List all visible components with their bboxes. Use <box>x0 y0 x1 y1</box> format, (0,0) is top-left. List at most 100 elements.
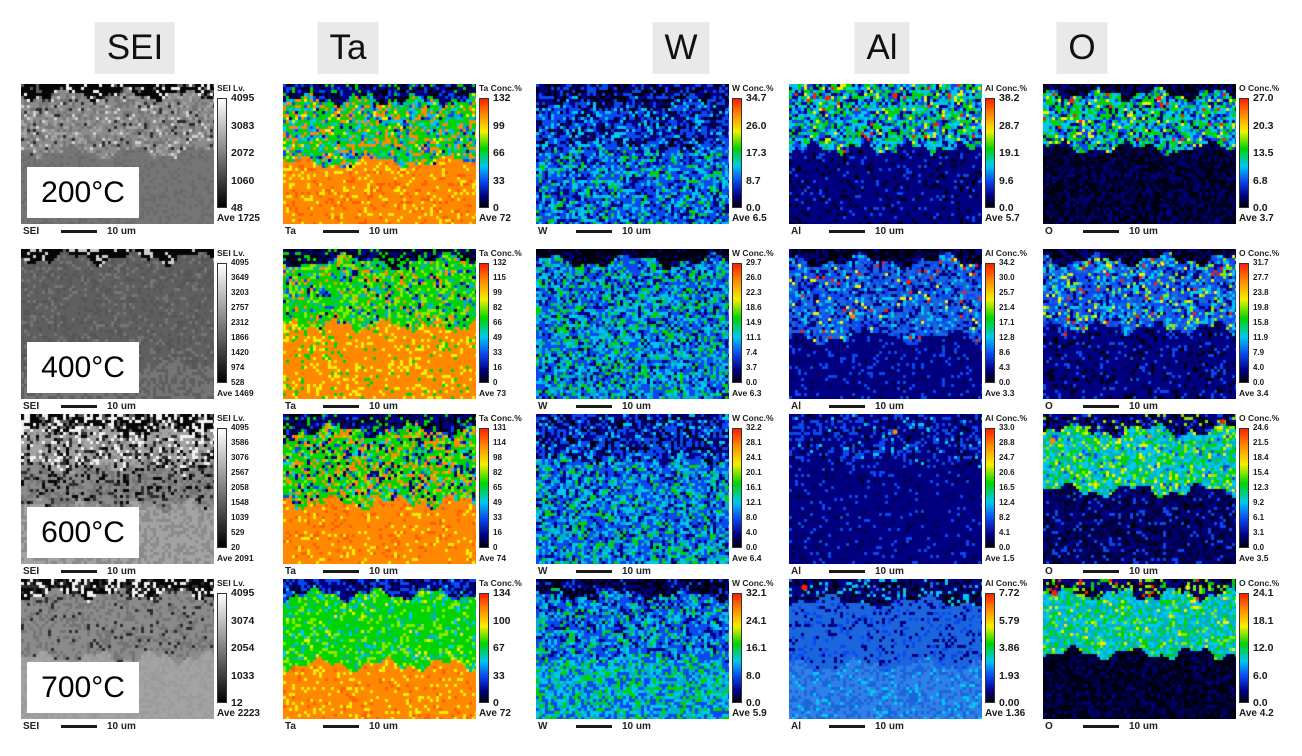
colorbar-average: Ave 3.4 <box>1239 388 1269 398</box>
scalebar-line <box>1083 570 1119 573</box>
colorbar-tick: 17.1 <box>999 318 1015 327</box>
colorbar-tick: 20.3 <box>1253 119 1274 132</box>
colorbar-tick: 48 <box>231 201 243 214</box>
colorbar-tick: 974 <box>231 363 245 372</box>
temperature-label-row2: 400°C <box>27 342 139 393</box>
scalebar-line <box>323 570 359 573</box>
colorbar-sei-row3 <box>217 428 227 548</box>
colorbar-tick: 0.0 <box>1253 201 1268 214</box>
temperature-text: 700°C <box>41 671 125 704</box>
colorbar-tick: 2072 <box>231 146 255 159</box>
colorbar-tick: 22.3 <box>746 288 762 297</box>
colorbar-title-al-row4: Al Conc.% <box>985 578 1028 588</box>
colorbar-o-row4 <box>1239 593 1249 703</box>
colorbar-tick: 67 <box>493 641 505 654</box>
colorbar-tick: 4.1 <box>999 528 1011 537</box>
colorbar-tick: 66 <box>493 318 502 327</box>
colorbar-title-o-row4: O Conc.% <box>1239 578 1280 588</box>
micrograph-ta-row3 <box>283 414 476 564</box>
colorbar-title-al-row1: Al Conc.% <box>985 83 1028 93</box>
colorbar-tick: 0.0 <box>999 201 1014 214</box>
micrograph-al-row4 <box>789 579 982 719</box>
colorbar-tick: 16 <box>493 363 502 372</box>
micrograph-ta-row1 <box>283 84 476 224</box>
colorbar-average: Ave 1725 <box>217 213 260 224</box>
colorbar-title-al-row3: Al Conc.% <box>985 413 1028 423</box>
colorbar-tick: 8.2 <box>999 513 1011 522</box>
scalebar-element-label: SEI <box>23 566 40 577</box>
colorbar-tick: 15.8 <box>1253 318 1269 327</box>
colorbar-title-w-row3: W Conc.% <box>732 413 774 423</box>
colorbar-tick: 2058 <box>231 483 249 492</box>
colorbar-tick: 24.1 <box>1253 586 1274 599</box>
column-header-al: Al <box>854 22 910 74</box>
micrograph-ta-row2 <box>283 249 476 399</box>
scalebar-element-label: Al <box>791 226 801 237</box>
colorbar-tick: 18.1 <box>1253 614 1274 627</box>
scalebar-element-label: Al <box>791 566 801 577</box>
scalebar-line <box>829 405 865 408</box>
scalebar-element-label: O <box>1045 401 1053 412</box>
colorbar-title-ta-row4: Ta Conc.% <box>479 578 522 588</box>
scalebar-length-label: 10 um <box>875 721 904 732</box>
colorbar-tick: 12.1 <box>746 498 762 507</box>
colorbar-average: Ave 6.5 <box>732 213 767 224</box>
colorbar-tick: 13.5 <box>1253 146 1274 159</box>
colorbar-average: Ave 1469 <box>217 388 254 398</box>
micrograph-al-row3 <box>789 414 982 564</box>
colorbar-tick: 12.4 <box>999 498 1015 507</box>
temperature-label-row3: 600°C <box>27 507 139 558</box>
colorbar-title-ta-row3: Ta Conc.% <box>479 413 522 423</box>
colorbar-tick: 33 <box>493 513 502 522</box>
colorbar-tick: 99 <box>493 119 505 132</box>
scalebar-element-label: Al <box>791 721 801 732</box>
colorbar-title-w-row4: W Conc.% <box>732 578 774 588</box>
colorbar-tick: 16.1 <box>746 641 767 654</box>
colorbar-tick: 24.1 <box>746 614 767 627</box>
scalebar-line <box>576 230 612 233</box>
colorbar-tick: 1060 <box>231 174 255 187</box>
colorbar-average: Ave 1.36 <box>985 708 1026 719</box>
colorbar-tick: 16 <box>493 528 502 537</box>
colorbar-tick: 3083 <box>231 119 255 132</box>
colorbar-sei-row4 <box>217 593 227 703</box>
colorbar-tick: 4095 <box>231 423 249 432</box>
scalebar-element-label: O <box>1045 721 1053 732</box>
colorbar-tick: 131 <box>493 423 507 432</box>
colorbar-tick: 3649 <box>231 273 249 282</box>
scalebar-line <box>1083 405 1119 408</box>
colorbar-average: Ave 2223 <box>217 708 260 719</box>
colorbar-w-row1 <box>732 98 742 208</box>
colorbar-title-w-row1: W Conc.% <box>732 83 774 93</box>
colorbar-tick: 0.0 <box>746 696 761 709</box>
colorbar-tick: 529 <box>231 528 245 537</box>
scalebar-length-label: 10 um <box>107 226 136 237</box>
colorbar-tick: 31.7 <box>1253 258 1269 267</box>
colorbar-tick: 2054 <box>231 641 255 654</box>
colorbar-al-row1 <box>985 98 995 208</box>
colorbar-title-o-row3: O Conc.% <box>1239 413 1280 423</box>
colorbar-tick: 99 <box>493 288 502 297</box>
colorbar-tick: 2567 <box>231 468 249 477</box>
colorbar-tick: 132 <box>493 258 507 267</box>
colorbar-tick: 1033 <box>231 669 255 682</box>
colorbar-tick: 98 <box>493 453 502 462</box>
scalebar-line <box>576 405 612 408</box>
colorbar-average: Ave 72 <box>479 213 511 224</box>
colorbar-tick: 8.0 <box>746 513 758 522</box>
colorbar-o-row3 <box>1239 428 1249 548</box>
colorbar-tick: 7.9 <box>1253 348 1265 357</box>
colorbar-tick: 7.72 <box>999 586 1020 599</box>
colorbar-average: Ave 74 <box>479 553 507 563</box>
colorbar-tick: 4.0 <box>746 528 758 537</box>
colorbar-tick: 24.6 <box>1253 423 1269 432</box>
scalebar-length-label: 10 um <box>622 566 651 577</box>
colorbar-tick: 17.3 <box>746 146 767 159</box>
colorbar-average: Ave 2091 <box>217 553 254 563</box>
micrograph-al-row1 <box>789 84 982 224</box>
temperature-text: 200°C <box>41 176 125 209</box>
scalebar-length-label: 10 um <box>622 226 651 237</box>
temperature-label-row1: 200°C <box>27 167 139 218</box>
colorbar-o-row1 <box>1239 98 1249 208</box>
scalebar-length-label: 10 um <box>622 401 651 412</box>
